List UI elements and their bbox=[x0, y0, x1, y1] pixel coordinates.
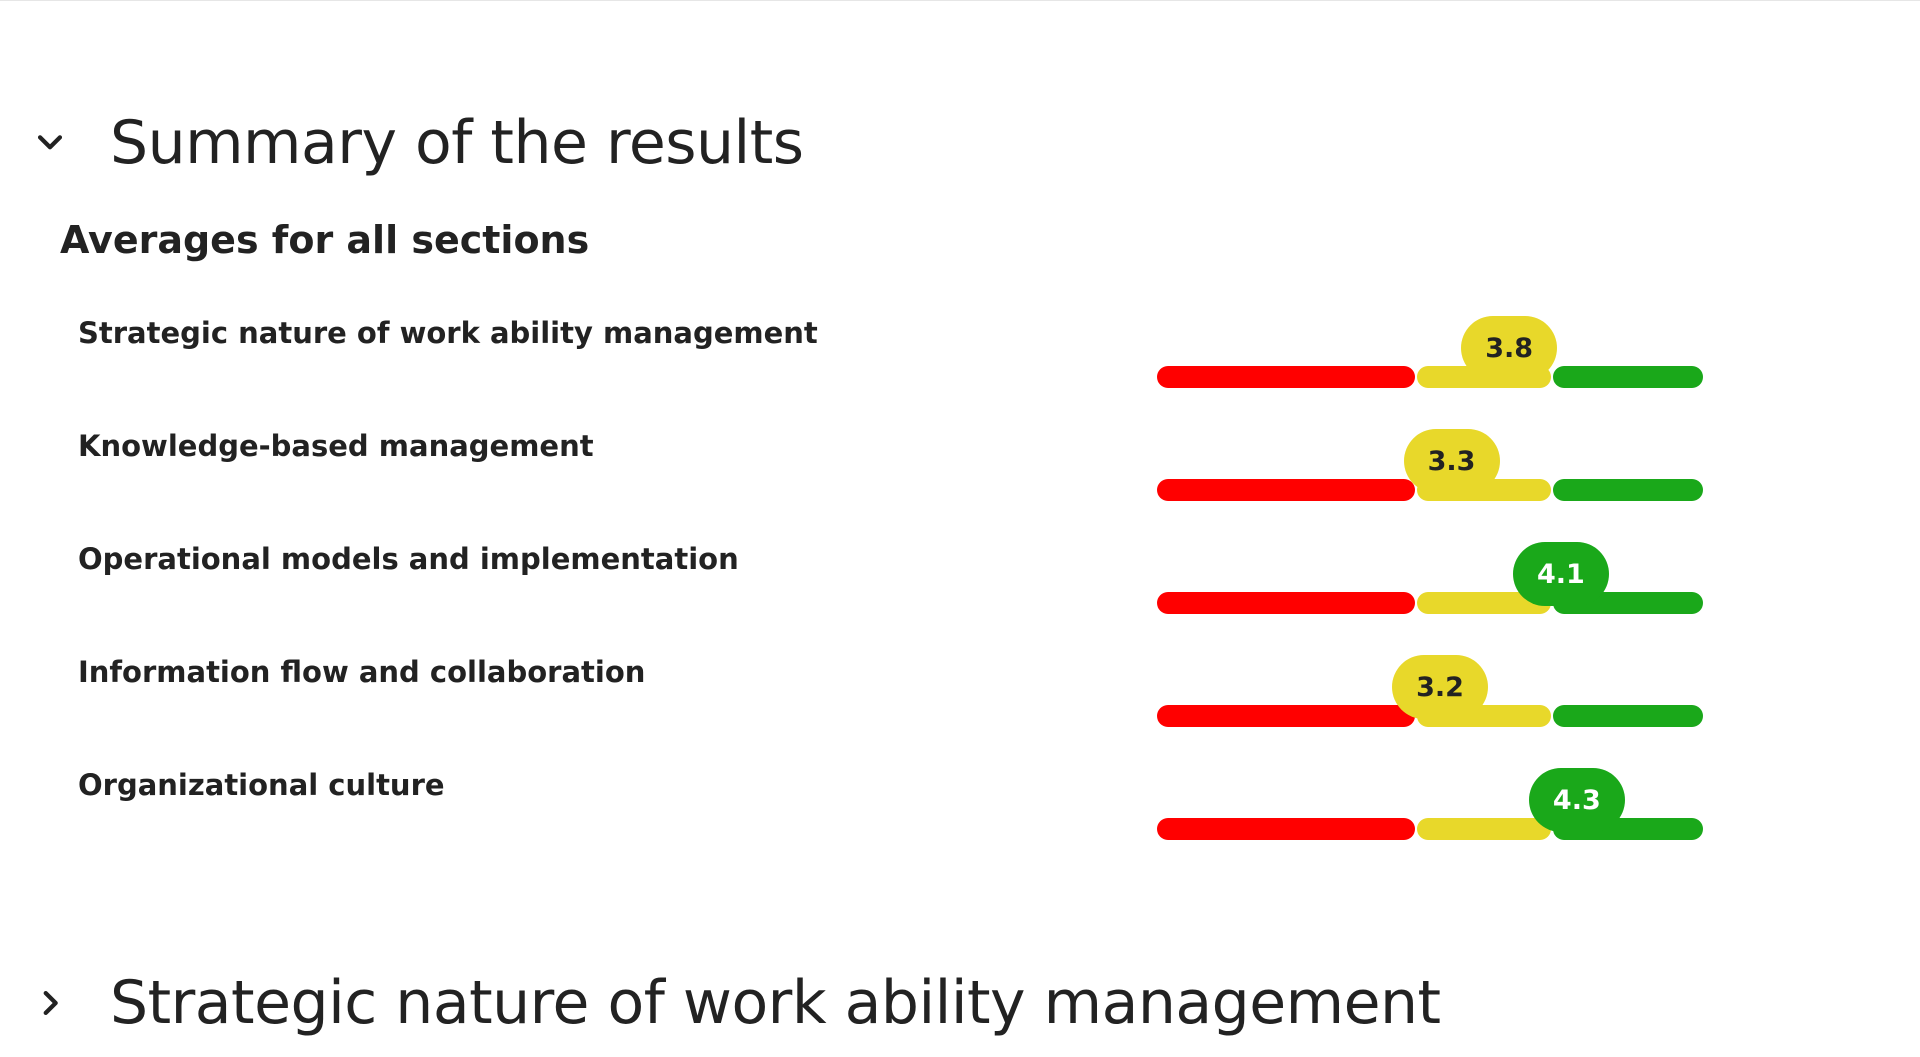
average-row: Strategic nature of work ability managem… bbox=[0, 298, 1920, 412]
summary-section-title: Summary of the results bbox=[110, 108, 804, 178]
average-row-label: Organizational culture bbox=[78, 768, 445, 802]
summary-section-header[interactable]: Summary of the results bbox=[30, 108, 804, 178]
scale-segment-red bbox=[1157, 592, 1415, 614]
score-badge: 3.3 bbox=[1403, 429, 1500, 493]
score-scale: 3.2 bbox=[1157, 655, 1703, 727]
chevron-down-icon[interactable] bbox=[30, 123, 70, 163]
score-badge: 4.3 bbox=[1528, 768, 1625, 832]
score-badge: 3.2 bbox=[1392, 655, 1489, 719]
strategic-section-header[interactable]: Strategic nature of work ability managem… bbox=[30, 968, 1441, 1038]
scale-segment-red bbox=[1157, 818, 1415, 840]
average-row: Operational models and implementation 4.1 bbox=[0, 524, 1920, 638]
average-row-label: Information flow and collaboration bbox=[78, 655, 646, 689]
scale-segment-yellow bbox=[1417, 818, 1551, 840]
average-row-label: Operational models and implementation bbox=[78, 542, 739, 576]
score-badge: 3.8 bbox=[1461, 316, 1558, 380]
average-row-label: Strategic nature of work ability managem… bbox=[78, 316, 818, 350]
score-scale: 4.3 bbox=[1157, 768, 1703, 840]
scale-segment-red bbox=[1157, 366, 1415, 388]
top-divider bbox=[0, 0, 1920, 1]
score-badge: 4.1 bbox=[1512, 542, 1609, 606]
scale-segment-red bbox=[1157, 705, 1415, 727]
averages-subheading: Averages for all sections bbox=[60, 218, 590, 262]
chevron-right-icon[interactable] bbox=[30, 983, 70, 1023]
strategic-section-title: Strategic nature of work ability managem… bbox=[110, 968, 1441, 1038]
scale-segment-green bbox=[1553, 479, 1703, 501]
average-row: Organizational culture 4.3 bbox=[0, 750, 1920, 864]
score-scale: 3.3 bbox=[1157, 429, 1703, 501]
average-row-label: Knowledge-based management bbox=[78, 429, 594, 463]
score-scale: 4.1 bbox=[1157, 542, 1703, 614]
scale-segment-green bbox=[1553, 705, 1703, 727]
average-row: Knowledge-based management 3.3 bbox=[0, 411, 1920, 525]
scale-segment-green bbox=[1553, 366, 1703, 388]
average-row: Information flow and collaboration 3.2 bbox=[0, 637, 1920, 751]
score-scale: 3.8 bbox=[1157, 316, 1703, 388]
scale-segment-yellow bbox=[1417, 592, 1551, 614]
scale-segment-red bbox=[1157, 479, 1415, 501]
